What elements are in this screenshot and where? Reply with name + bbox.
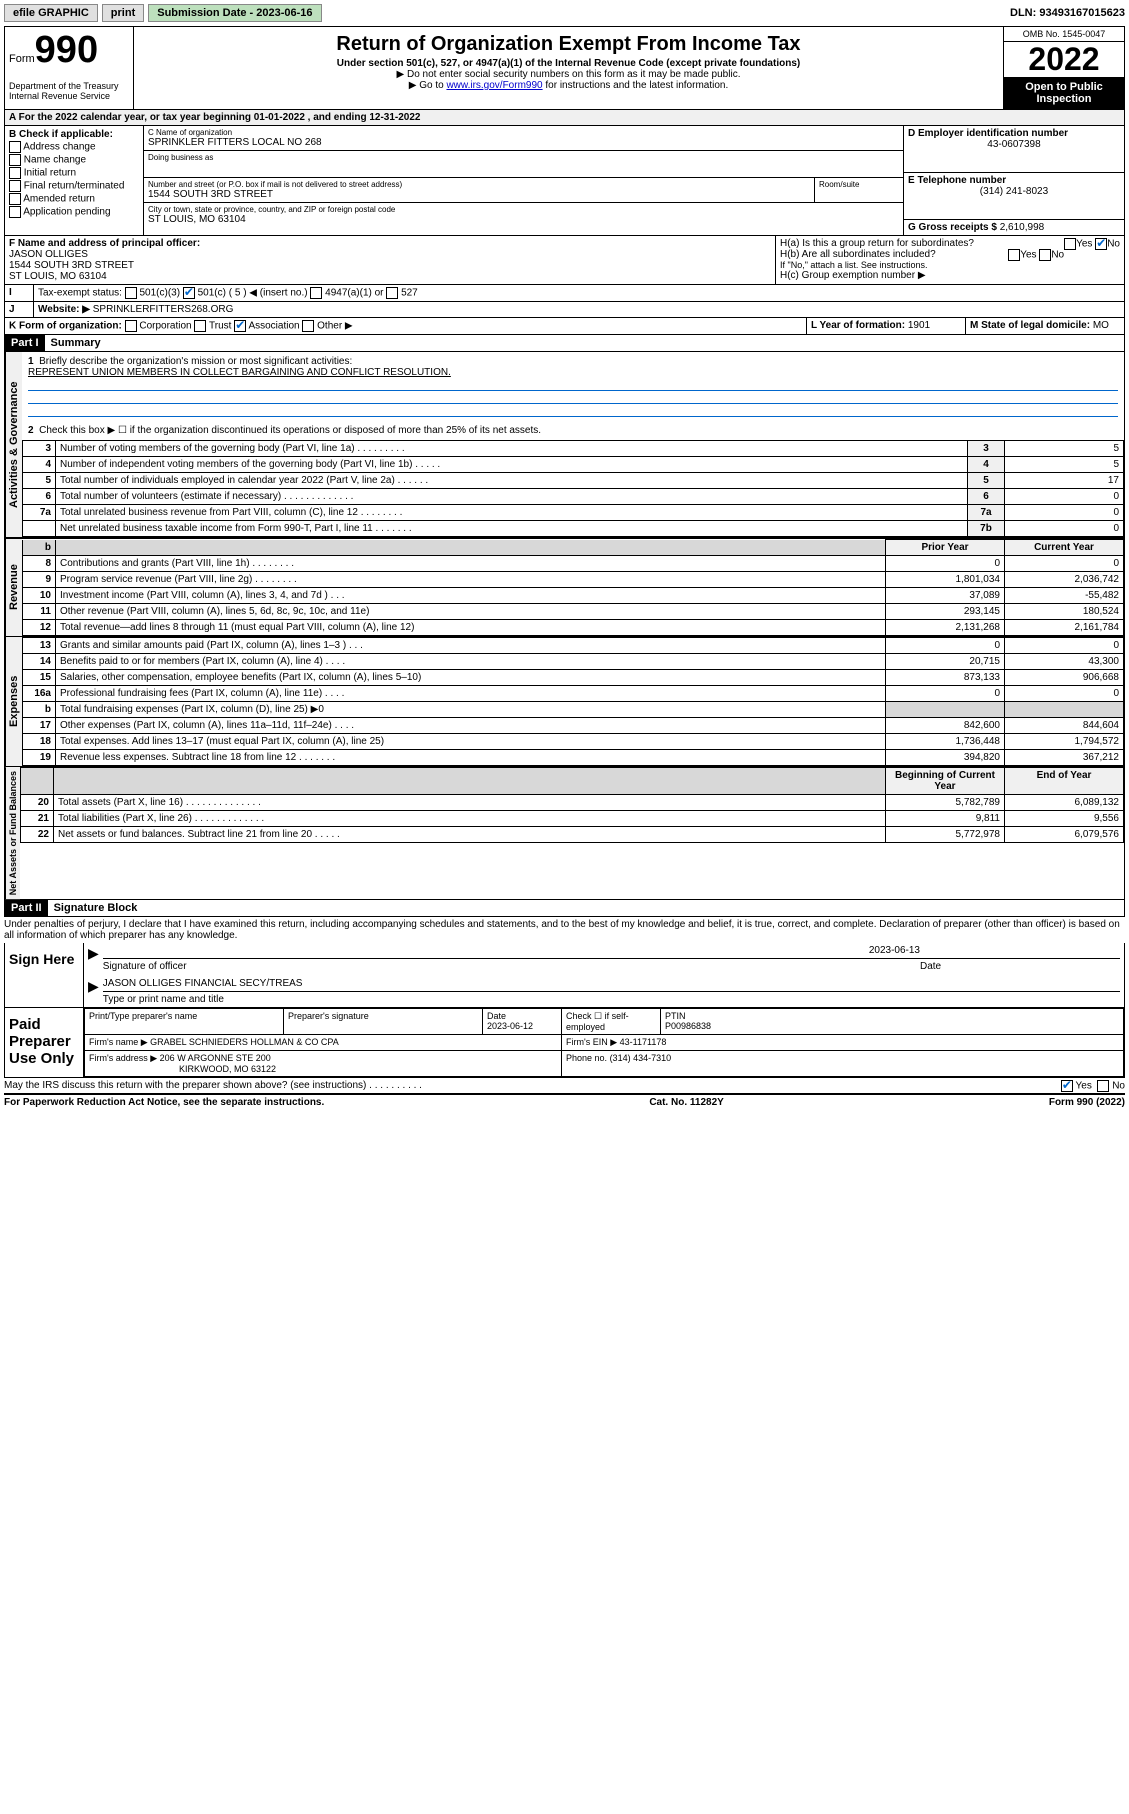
- part-1-header: Part I Summary: [4, 335, 1125, 352]
- form-number-box: Form990 Department of the Treasury Inter…: [5, 27, 134, 109]
- section-b-checklist: B Check if applicable: Address change Na…: [5, 126, 144, 235]
- vert-expenses: Expenses: [5, 637, 22, 766]
- firm-name: GRABEL SCHNIEDERS HOLLMAN & CO CPA: [150, 1037, 339, 1047]
- officer-group-block: F Name and address of principal officer:…: [4, 236, 1125, 285]
- sign-here-block: Sign Here ▶ 2023-06-13 Signature of offi…: [4, 943, 1125, 1008]
- efile-graphic-label: efile GRAPHIC: [4, 4, 98, 22]
- netassets-table: Beginning of Current YearEnd of Year 20T…: [20, 767, 1124, 843]
- paid-preparer-block: Paid Preparer Use Only Print/Type prepar…: [4, 1008, 1125, 1078]
- open-inspection-label: Open to Public Inspection: [1004, 77, 1124, 109]
- sign-date: 2023-06-13: [103, 945, 1120, 956]
- officer-name: JASON OLLIGES FINANCIAL SECY/TREAS: [103, 978, 1120, 989]
- ein-value: 43-0607398: [908, 139, 1120, 150]
- footer-left: For Paperwork Reduction Act Notice, see …: [4, 1097, 324, 1108]
- subtitle-1: Under section 501(c), 527, or 4947(a)(1)…: [142, 58, 995, 69]
- form-header: Form990 Department of the Treasury Inter…: [4, 26, 1125, 110]
- vert-governance: Activities & Governance: [5, 352, 22, 537]
- vert-netassets: Net Assets or Fund Balances: [5, 767, 20, 899]
- org-street: 1544 SOUTH 3RD STREET: [148, 189, 810, 200]
- form-title: Return of Organization Exempt From Incom…: [142, 33, 995, 56]
- phone-value: (314) 241-8023: [908, 186, 1120, 197]
- state-domicile: MO: [1093, 320, 1109, 331]
- line-klm: K Form of organization: Corporation Trus…: [4, 318, 1125, 335]
- subtitle-2: ▶ Do not enter social security numbers o…: [142, 69, 995, 80]
- revenue-table: bPrior YearCurrent Year 8Contributions a…: [22, 539, 1124, 636]
- submission-date-label: Submission Date - 2023-06-16: [148, 4, 321, 22]
- dln-label: DLN: 93493167015623: [1010, 7, 1125, 19]
- tax-year: 2022: [1004, 42, 1124, 77]
- omb-label: OMB No. 1545-0047: [1004, 27, 1124, 42]
- section-h-group: H(a) Is this a group return for subordin…: [776, 236, 1124, 284]
- 501c-check: [183, 287, 195, 299]
- expenses-table: 13Grants and similar amounts paid (Part …: [22, 637, 1124, 766]
- part-2-header: Part II Signature Block: [4, 900, 1125, 917]
- assoc-check: [234, 320, 246, 332]
- firm-ein: 43-1171178: [620, 1037, 667, 1047]
- title-box: Return of Organization Exempt From Incom…: [134, 27, 1003, 109]
- h-a-no-check: [1095, 238, 1107, 250]
- governance-table: 3Number of voting members of the governi…: [22, 440, 1124, 537]
- section-deg-block: D Employer identification number 43-0607…: [904, 126, 1124, 235]
- part-1-expenses: Expenses 13Grants and similar amounts pa…: [4, 637, 1125, 767]
- vert-revenue: Revenue: [5, 539, 22, 636]
- org-name: SPRINKLER FITTERS LOCAL NO 268: [148, 137, 899, 148]
- year-box: OMB No. 1545-0047 2022 Open to Public In…: [1003, 27, 1124, 109]
- line-j-website: J Website: ▶ SPRINKLERFITTERS268.ORG: [4, 302, 1125, 318]
- print-button[interactable]: print: [102, 4, 144, 22]
- website-value: SPRINKLERFITTERS268.ORG: [93, 304, 234, 315]
- perjury-declaration: Under penalties of perjury, I declare th…: [4, 917, 1125, 943]
- form-number: 990: [35, 29, 98, 71]
- discuss-line: May the IRS discuss this return with the…: [4, 1078, 1125, 1095]
- line-i-tax-exempt: I Tax-exempt status: 501(c)(3) 501(c) ( …: [4, 285, 1125, 302]
- form-word: Form: [9, 53, 35, 65]
- footer-formref: Form 990 (2022): [1049, 1097, 1125, 1108]
- discuss-yes-check: [1061, 1080, 1073, 1092]
- ptin-value: P00986838: [665, 1021, 711, 1031]
- part-1-revenue: Revenue bPrior YearCurrent Year 8Contrib…: [4, 538, 1125, 637]
- identity-block: B Check if applicable: Address change Na…: [4, 126, 1125, 236]
- page-footer: For Paperwork Reduction Act Notice, see …: [4, 1095, 1125, 1108]
- section-c-block: C Name of organization SPRINKLER FITTERS…: [144, 126, 904, 235]
- dept-label: Department of the Treasury Internal Reve…: [9, 81, 129, 101]
- subtitle-3: ▶ Go to www.irs.gov/Form990 for instruct…: [142, 80, 995, 91]
- efile-topbar: efile GRAPHIC print Submission Date - 20…: [4, 4, 1125, 22]
- mission-text: REPRESENT UNION MEMBERS IN COLLECT BARGA…: [28, 367, 451, 378]
- part-1-governance: Activities & Governance 1 Briefly descri…: [4, 352, 1125, 538]
- irs-link[interactable]: www.irs.gov/Form990: [446, 80, 542, 91]
- line-a-tax-year: A For the 2022 calendar year, or tax yea…: [4, 110, 1125, 126]
- footer-cat: Cat. No. 11282Y: [324, 1097, 1049, 1108]
- preparer-phone: (314) 434-7310: [610, 1053, 672, 1063]
- year-formation: 1901: [908, 320, 930, 331]
- org-city: ST LOUIS, MO 63104: [148, 214, 899, 225]
- part-1-netassets: Net Assets or Fund Balances Beginning of…: [4, 767, 1125, 900]
- section-f-officer: F Name and address of principal officer:…: [5, 236, 776, 284]
- gross-receipts-value: 2,610,998: [1000, 222, 1045, 233]
